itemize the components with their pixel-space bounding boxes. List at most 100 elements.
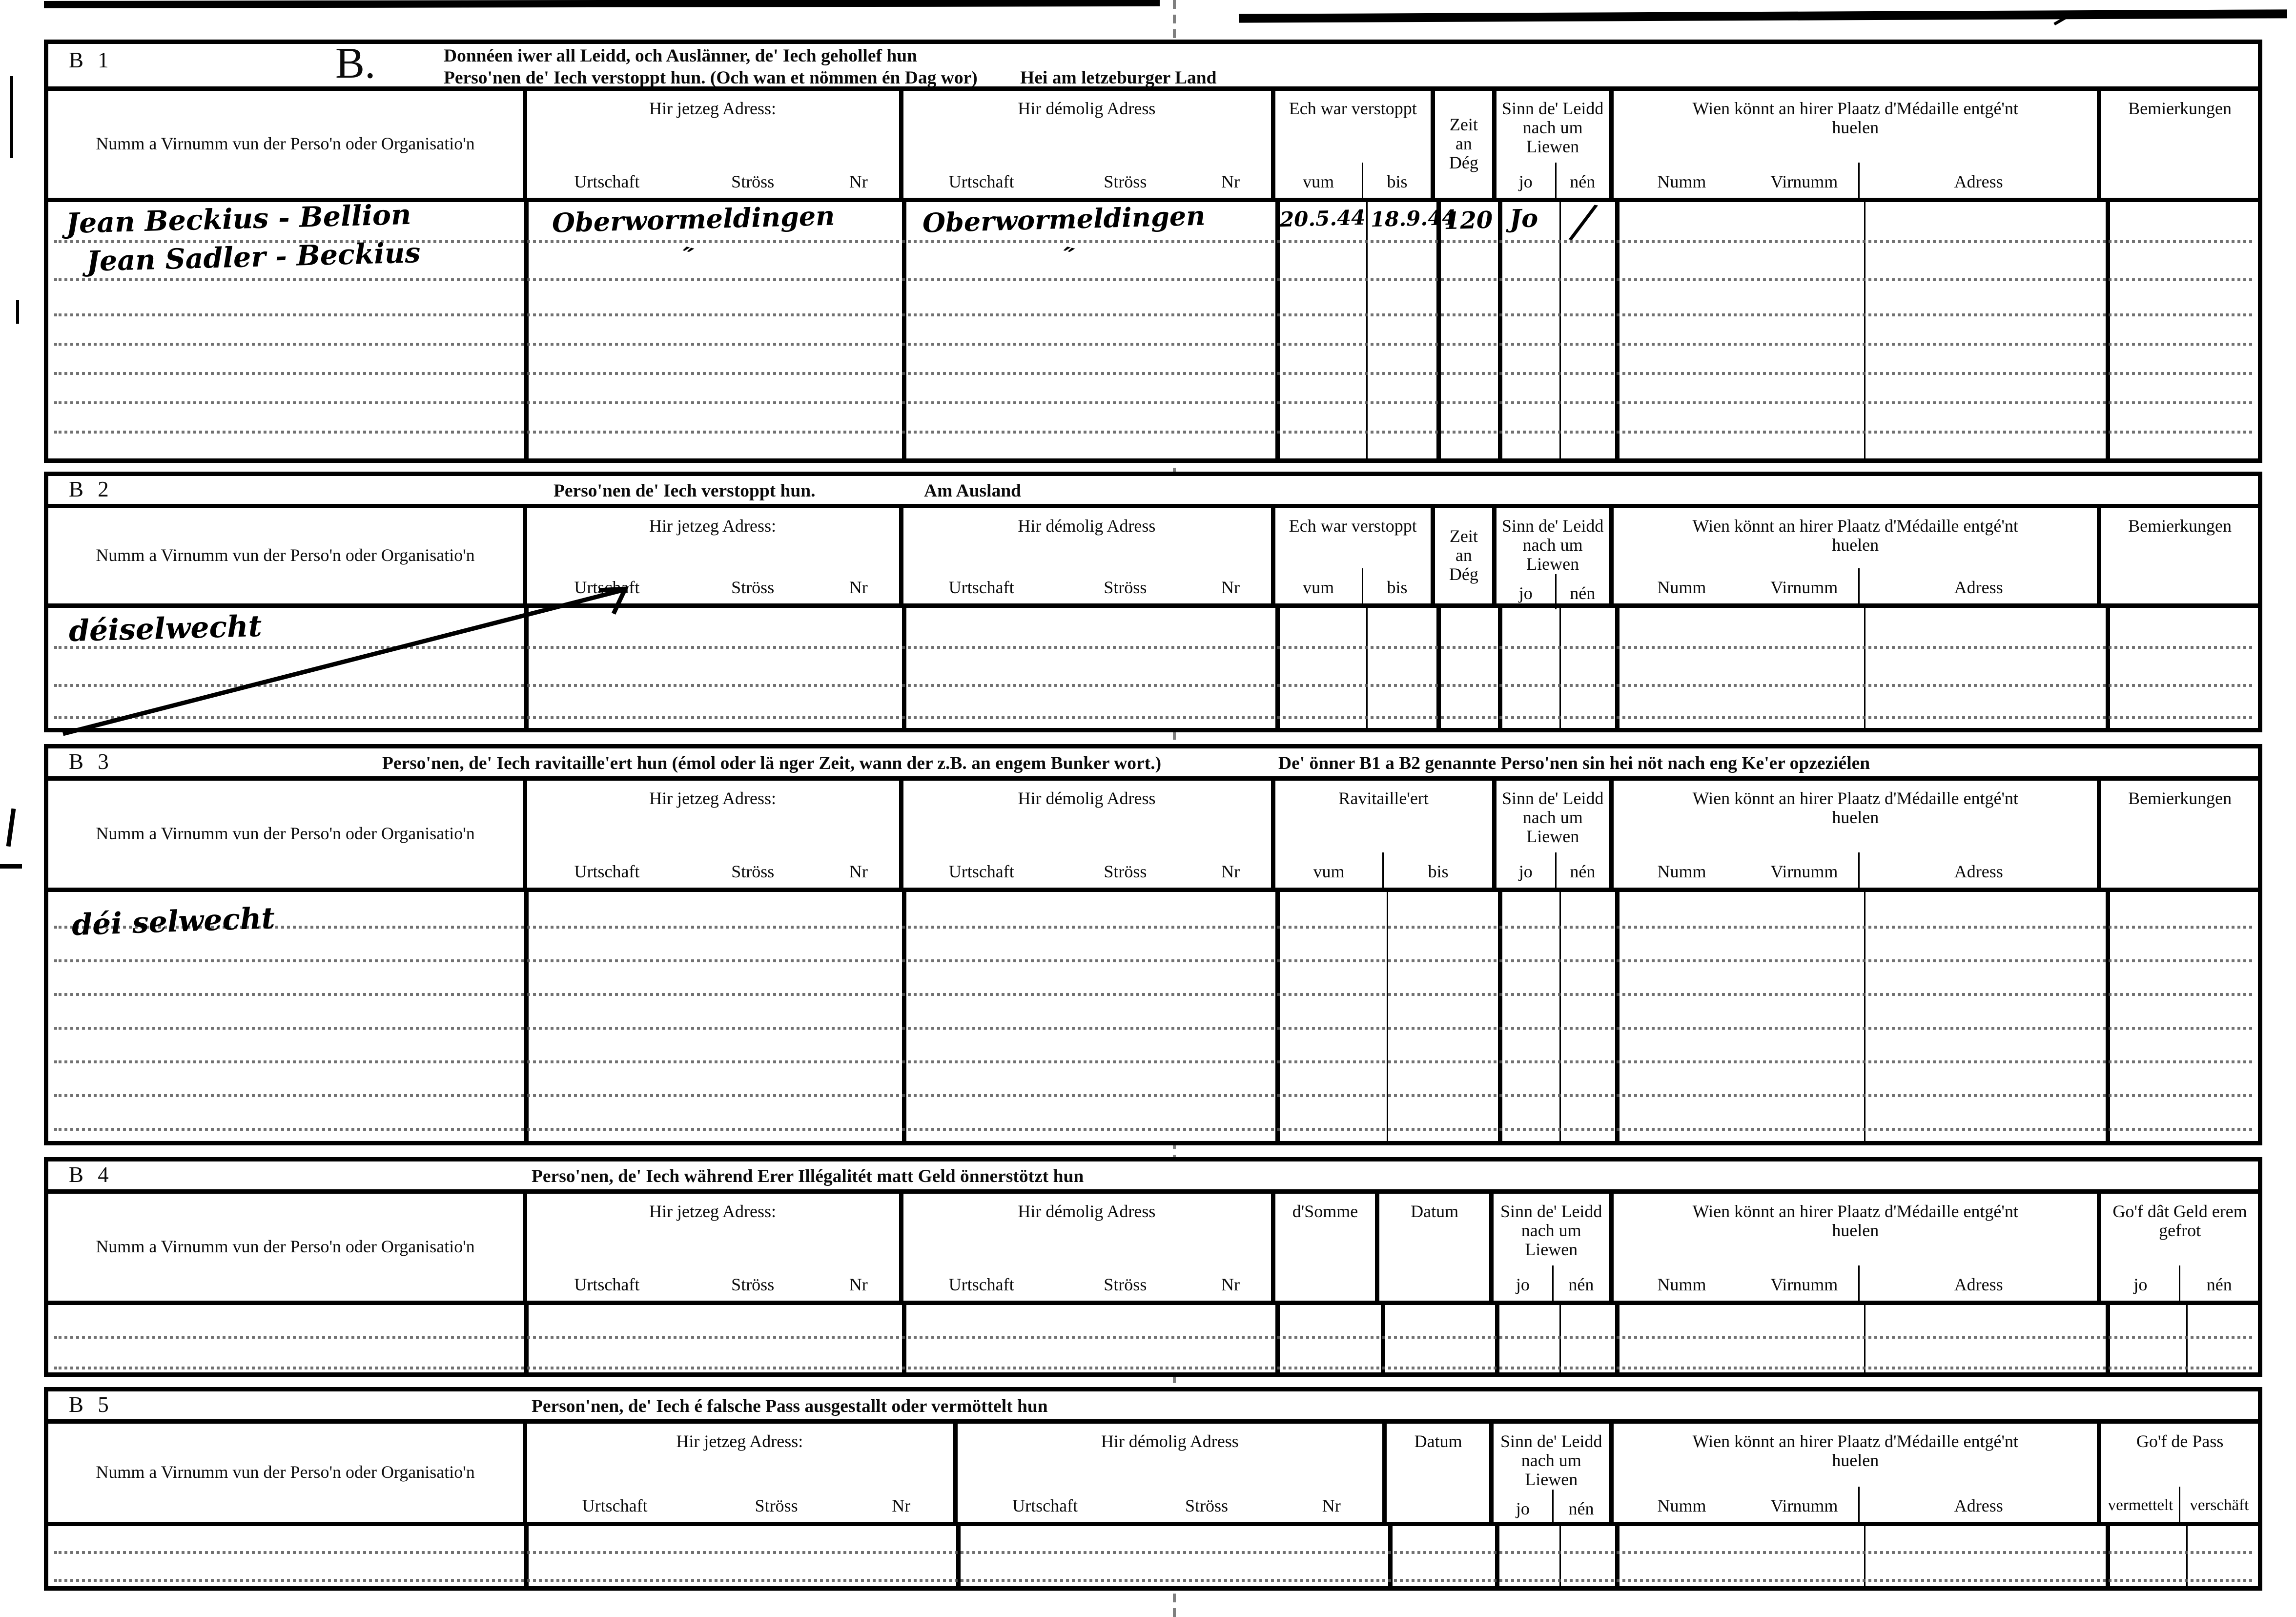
handwritten-date-from: 20.5.44 [1279, 207, 1366, 233]
b1-title-line2: Perso'nen de' Iech verstoppt hun. (Och w… [444, 67, 1217, 88]
col-sub-urtschaft: Urtschaft [574, 1274, 640, 1295]
col-sub-bis: bis [1362, 163, 1431, 198]
b1-title-bold: Hei am letzeburger Land [1020, 67, 1217, 88]
b3-body: déi selwecht [48, 892, 2258, 1141]
col-sub-numm: Numm [1657, 861, 1706, 882]
col-sub-nr: Nr [1322, 1495, 1341, 1516]
col-addr-old: Hir démolig Adress Urtschaft Ströss Nr [898, 91, 1271, 198]
section-b2: B 2 Perso'nen de' Iech verstoppt hun. Am… [44, 472, 2262, 736]
col-sub-nr: Nr [1221, 577, 1240, 598]
col-zeit-label: Zeit an Dég [1449, 526, 1478, 584]
handwritten-days: 120 [1443, 206, 1493, 235]
col-sinn-label: Sinn de' Leidd nach um Liewen [1500, 1431, 1602, 1490]
b4-body [48, 1305, 2258, 1372]
scan-margin-mark [6, 808, 16, 847]
col-sinn-label: Sinn de' Leidd nach um Liewen [1502, 788, 1604, 847]
col-sub-bis: bis [1383, 852, 1492, 888]
col-sub-urtschaft: Urtschaft [1012, 1495, 1078, 1516]
col-sub-numm: Numm [1657, 171, 1706, 192]
col-sinn: Sinn de' Leidd nach um Liewen jo nén [1489, 1424, 1609, 1525]
col-verstoppt: Ech war verstoppt vum bis [1270, 91, 1431, 198]
strikethrough-arrow [62, 586, 629, 736]
col-sub-vum: vum [1303, 577, 1334, 598]
col-sub-vermettelt: vermettelt [2108, 1497, 2173, 1514]
col-sub-nr: Nr [849, 1274, 868, 1295]
col-addr-now-label: Hir jetzeg Adress: [649, 1201, 776, 1222]
b2-section-id: B 2 [69, 479, 113, 502]
col-addr-old-label: Hir démolig Adress [1101, 1431, 1239, 1451]
col-gof-geld: Go'f dât Geld erem gefrot jo nén [2097, 1194, 2258, 1301]
col-verstoppt-label: Ech war verstoppt [1289, 98, 1417, 119]
col-addr-now-label: Hir jetzeg Adress: [649, 788, 777, 808]
b5-title: Person'nen, de' Iech é falsche Pass ausg… [532, 1396, 1048, 1416]
col-sub-stross: Ströss [731, 577, 775, 598]
col-addr-old-label: Hir démolig Adress [1018, 788, 1156, 808]
col-sub-nr: Nr [1221, 1274, 1240, 1295]
col-name-label: Numm a Virnumm vun der Perso'n oder Orga… [96, 133, 475, 154]
col-sub-virnumm: Virnumm [1770, 171, 1838, 192]
col-sub-nen: nén [1552, 1265, 1609, 1301]
col-sub-nr: Nr [892, 1495, 911, 1516]
scan-edge-mark [43, 0, 1160, 8]
col-addr-old: Hir démolig Adress Urtschaft Ströss Nr [952, 1424, 1383, 1522]
col-name-label: Numm a Virnumm vun der Perso'n oder Orga… [96, 545, 475, 565]
col-sinn: Sinn de' Leidd nach um Liewen jo nén [1492, 508, 1609, 609]
col-name: Numm a Virnumm vun der Perso'n oder Orga… [48, 781, 522, 888]
b4-title: Perso'nen, de' Iech während Erer Illégal… [532, 1166, 1084, 1186]
b3-title-bold: De' önner B1 a B2 genannte Perso'nen sin… [1278, 753, 1870, 773]
col-name: Numm a Virnumm vun der Perso'n oder Orga… [48, 1424, 522, 1522]
col-sub-stross: Ströss [755, 1495, 798, 1516]
handwritten-ditto: ″ [677, 242, 696, 273]
b5-body [48, 1526, 2258, 1586]
b1-titlebar: B 1 B. Donnéen iwer all Leidd, och Auslä… [48, 44, 2258, 91]
b2-title: Perso'nen de' Iech verstoppt hun. [554, 480, 816, 501]
col-sub-nr: Nr [849, 861, 868, 882]
col-sub-urtschaft: Urtschaft [948, 577, 1014, 598]
col-sub-virnumm: Virnumm [1770, 1495, 1838, 1516]
col-sub-virnumm: Virnumm [1770, 1274, 1838, 1295]
col-wien: Wien könnt an hirer Plaatz d'Médaille en… [1609, 1424, 2097, 1522]
col-name-label: Numm a Virnumm vun der Perso'n oder Orga… [96, 1236, 475, 1257]
col-gof-geld-label: Go'f dât Geld erem gefrot [2112, 1201, 2247, 1241]
col-zeit-label: Zeit an Dég [1449, 114, 1478, 173]
col-sub-adress: Adress [1858, 1265, 2097, 1301]
col-wien-label: Wien könnt an hirer Plaatz d'Médaille en… [1692, 788, 2018, 828]
col-sub-nr: Nr [849, 577, 868, 598]
col-sub-jo: jo [2133, 1274, 2148, 1295]
col-addr-now-label: Hir jetzeg Adress: [649, 516, 776, 536]
col-sub-urtschaft: Urtschaft [574, 171, 640, 192]
b4-section-id: B 4 [69, 1164, 113, 1188]
col-sub-stross: Ströss [731, 1274, 775, 1295]
handwritten-address: Oberwormeldingen [552, 201, 836, 240]
col-name-label: Numm a Virnumm vun der Perso'n oder Orga… [96, 1462, 475, 1482]
col-sub-verschaft: verschäft [2179, 1487, 2258, 1522]
b1-column-headers: Numm a Virnumm vun der Perso'n oder Orga… [48, 91, 2258, 202]
col-sinn: Sinn de' Leidd nach um Liewen jo nén [1492, 91, 1609, 198]
col-sub-nr: Nr [849, 171, 868, 192]
col-addr-now: Hir jetzeg Adress: Urtschaft Ströss Nr [522, 508, 899, 603]
col-sub-urtschaft: Urtschaft [948, 171, 1014, 192]
col-bemierkungen-label: Bemierkungen [2128, 98, 2232, 119]
col-verstoppt: Ech war verstoppt vum bis [1270, 508, 1431, 603]
col-addr-now: Hir jetzeg Adress: Urtschaft Ströss Nr [522, 1424, 952, 1522]
col-sub-stross: Ströss [1104, 171, 1147, 192]
b3-column-headers: Numm a Virnumm vun der Perso'n oder Orga… [48, 781, 2258, 892]
b1-title-line1: Donnéen iwer all Leidd, och Auslänner, d… [444, 45, 917, 66]
col-sub-vum: vum [1313, 861, 1345, 882]
col-zeit: Zeit an Dég [1431, 508, 1493, 603]
col-gof-pass-label: Go'f de Pass [2136, 1431, 2224, 1451]
col-wien-label: Wien könnt an hirer Plaatz d'Médaille en… [1692, 1201, 2018, 1241]
col-sub-urtschaft: Urtschaft [948, 861, 1014, 882]
b4-titlebar: B 4 Perso'nen, de' Iech während Erer Ill… [48, 1161, 2258, 1194]
col-sub-nr: Nr [1221, 861, 1240, 882]
col-sub-stross: Ströss [731, 861, 775, 882]
col-sub-virnumm: Virnumm [1770, 861, 1838, 882]
col-addr-now: Hir jetzeg Adress: Urtschaft Ströss Nr [522, 781, 899, 888]
scan-edge-mark [1238, 9, 2288, 23]
b3-title: Perso'nen, de' Iech ravitaille'ert hun (… [382, 753, 1162, 773]
b4-column-headers: Numm a Virnumm vun der Perso'n oder Orga… [48, 1194, 2258, 1305]
col-sinn-label: Sinn de' Leidd nach um Liewen [1501, 516, 1604, 574]
col-addr-old: Hir démolig Adress Urtschaft Ströss Nr [899, 781, 1271, 888]
col-sub-stross: Ströss [1104, 1274, 1147, 1295]
col-addr-old-label: Hir démolig Adress [1018, 98, 1156, 119]
